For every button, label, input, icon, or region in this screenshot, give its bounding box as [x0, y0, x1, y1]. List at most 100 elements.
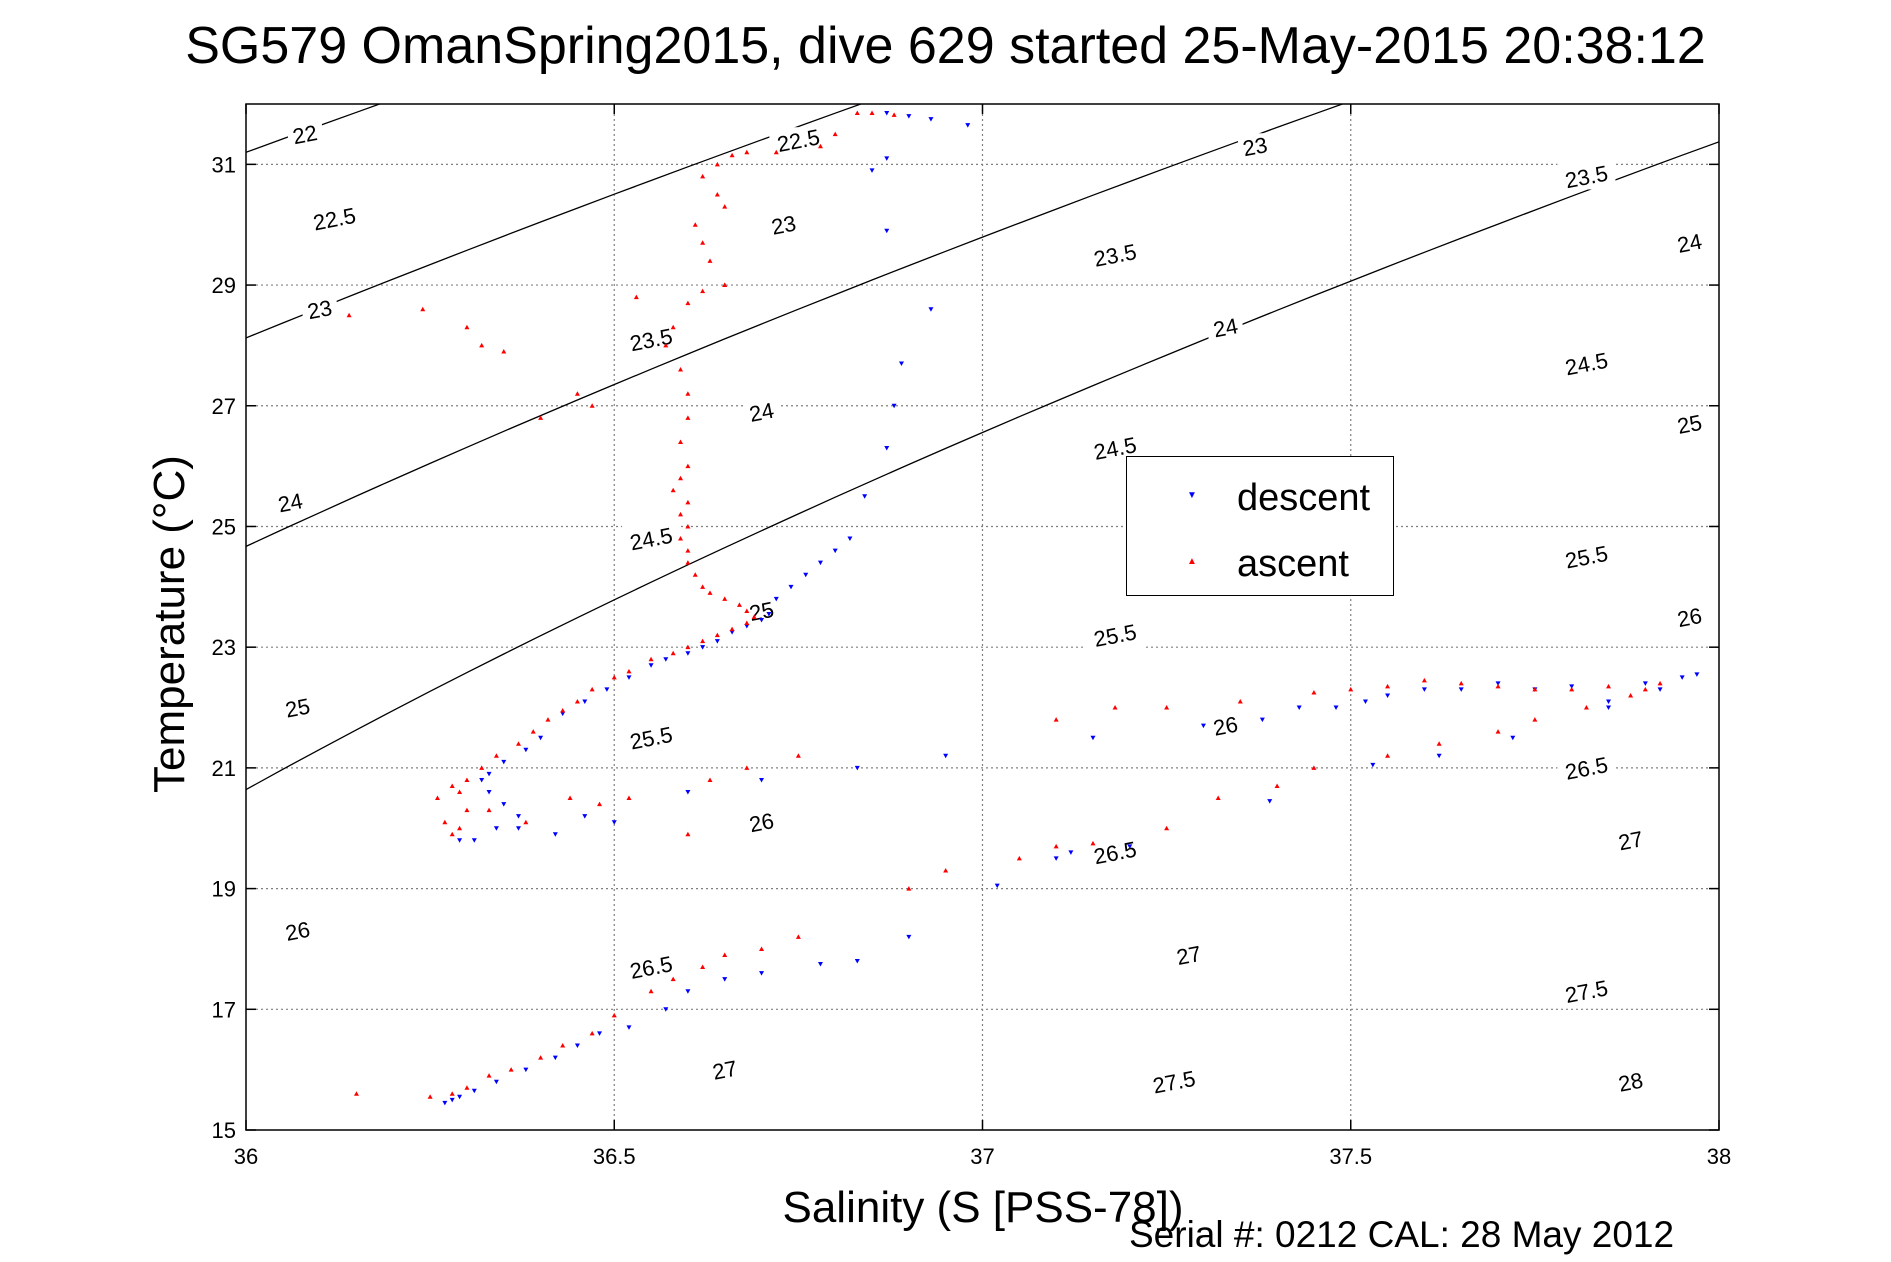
ascent-point [744, 620, 750, 626]
contour-label: 26 [1675, 603, 1704, 632]
contour-label-bg [287, 121, 322, 148]
contour-label: 22 [291, 120, 320, 149]
ascent-point [545, 717, 551, 722]
ascent-point [685, 831, 691, 837]
ascent-point [567, 795, 573, 801]
ascent-point [464, 1085, 470, 1090]
ascent-point [1532, 686, 1538, 692]
ascent-point [449, 783, 455, 788]
descent-point [1370, 762, 1376, 768]
ascent-point [434, 795, 440, 801]
ascent-point [678, 475, 684, 481]
contour-label-bg [280, 694, 315, 721]
contour-label: 24 [747, 398, 776, 427]
descent-point [862, 494, 868, 499]
descent-point [759, 777, 765, 783]
descent-point [817, 560, 823, 566]
ascent-point [1164, 705, 1170, 710]
descent-point [722, 977, 728, 982]
ascent-point [759, 946, 765, 951]
descent-point [869, 168, 875, 173]
descent-point [854, 959, 860, 964]
contour-label-bg [1672, 229, 1707, 256]
contour-label-bg [1557, 754, 1616, 781]
ascent-point [1090, 840, 1096, 846]
x-axis-title: Salinity (S [PSS-78]) [782, 1183, 1184, 1232]
descent-point [788, 584, 794, 590]
ascent-point [1606, 683, 1612, 689]
descent-point [582, 814, 588, 819]
descent-point [501, 802, 507, 807]
ascent-point [685, 499, 691, 505]
legend-label-descent: descent [1237, 477, 1371, 519]
legend-item-ascent: ▲ ascent [1127, 535, 1393, 595]
ascent-point [722, 282, 728, 288]
y-tick-label: 19 [212, 877, 236, 902]
descent-point [1495, 681, 1501, 686]
descent-point [1385, 693, 1391, 698]
contour-label: 27 [710, 1056, 739, 1085]
ascent-point [1215, 795, 1221, 801]
descent-point [582, 699, 588, 704]
descent-point [552, 1055, 558, 1061]
contour-label-bg [744, 398, 779, 425]
ascent-point [678, 367, 684, 372]
ascent-point [891, 112, 897, 117]
contour-label-bg [1208, 314, 1243, 341]
ascent-point [700, 173, 706, 179]
ascent-point [744, 608, 750, 613]
descent-point [700, 645, 706, 650]
descent-point [685, 790, 691, 795]
ascent-point [442, 819, 448, 825]
contour-label-bg [1086, 622, 1145, 649]
ascent-point [1112, 705, 1118, 710]
descent-point [493, 826, 499, 831]
descent-point [965, 123, 971, 128]
ascent-point [795, 934, 801, 939]
descent-point [773, 596, 779, 602]
ascent-point [516, 741, 522, 746]
ascent-point [906, 886, 912, 891]
contour-label-bg [744, 809, 779, 836]
ascent-point [670, 650, 676, 656]
descent-point [759, 971, 765, 976]
descent-point [854, 765, 860, 771]
contour-label-bg [1672, 604, 1707, 630]
ascent-point [707, 258, 713, 263]
contour-label-bg [1086, 241, 1145, 268]
contour-label-bg [1086, 839, 1145, 866]
ascent-point [1532, 717, 1538, 722]
ascent-point [1053, 717, 1059, 722]
contour-label-bg [1557, 978, 1616, 1005]
descent-marker-icon: ▼ [1187, 490, 1197, 501]
ascent-point [457, 789, 463, 795]
ascent-point [464, 807, 470, 813]
descent-point [891, 403, 897, 409]
ascent-point [1053, 843, 1059, 849]
descent-point [1657, 687, 1663, 692]
contour-label-bg [1613, 827, 1648, 854]
contour-label-bg [273, 489, 308, 516]
ascent-point [773, 149, 779, 155]
ascent-point [1421, 677, 1427, 683]
descent-point [898, 361, 904, 367]
descent-point [884, 156, 890, 161]
descent-point [906, 934, 912, 940]
contour-label-bg [622, 954, 681, 981]
data-points [346, 110, 1700, 1106]
ascent-point [633, 294, 639, 300]
descent-point [884, 111, 890, 116]
ascent-point [464, 324, 470, 330]
contour-label: 27 [1616, 826, 1645, 855]
ascent-point [685, 463, 691, 469]
contour-label-bg [1144, 1068, 1203, 1095]
ascent-point [751, 614, 757, 619]
descent-point [1510, 735, 1516, 741]
ascent-point [700, 638, 706, 644]
ascent-point [685, 548, 691, 553]
descent-point [685, 989, 691, 994]
ascent-point [611, 1012, 617, 1018]
ascent-point [670, 976, 676, 982]
ascent-point [1657, 680, 1663, 686]
legend-item-descent: ▼ descent [1127, 469, 1393, 529]
